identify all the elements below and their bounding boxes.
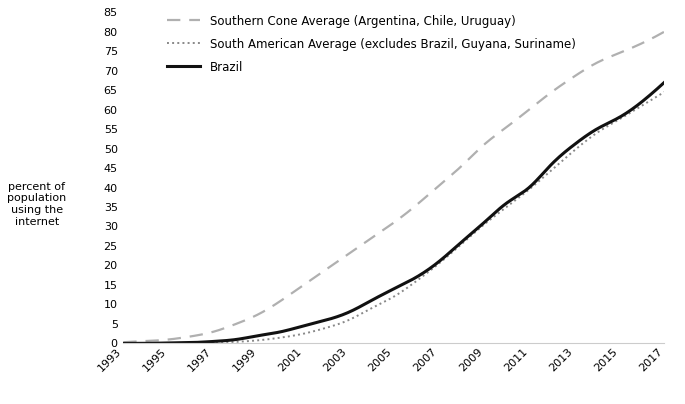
South American Average (excludes Brazil, Guyana, Suriname) bbox=[440, 257, 448, 262]
Southern Cone Average (Argentina, Chile, Uruguay) bbox=[119, 340, 127, 345]
Southern Cone Average (Argentina, Chile, Uruguay) bbox=[440, 179, 448, 184]
South American Average (excludes Brazil, Guyana, Suriname) bbox=[119, 341, 127, 346]
Brazil bbox=[610, 118, 618, 123]
South American Average (excludes Brazil, Guyana, Suriname) bbox=[451, 248, 459, 252]
Southern Cone Average (Argentina, Chile, Uruguay) bbox=[575, 71, 584, 76]
Southern Cone Average (Argentina, Chile, Uruguay) bbox=[451, 170, 459, 175]
Brazil bbox=[660, 80, 669, 85]
Brazil bbox=[119, 341, 127, 346]
Southern Cone Average (Argentina, Chile, Uruguay) bbox=[441, 178, 449, 183]
Brazil bbox=[440, 255, 448, 260]
Brazil bbox=[575, 138, 584, 143]
Line: Southern Cone Average (Argentina, Chile, Uruguay): Southern Cone Average (Argentina, Chile,… bbox=[123, 32, 664, 342]
Southern Cone Average (Argentina, Chile, Uruguay) bbox=[610, 53, 618, 58]
Southern Cone Average (Argentina, Chile, Uruguay) bbox=[660, 29, 669, 34]
Brazil bbox=[441, 254, 449, 259]
Southern Cone Average (Argentina, Chile, Uruguay) bbox=[121, 340, 129, 345]
South American Average (excludes Brazil, Guyana, Suriname) bbox=[441, 256, 449, 261]
Line: Brazil: Brazil bbox=[123, 82, 664, 343]
Legend: Southern Cone Average (Argentina, Chile, Uruguay), South American Average (exclu: Southern Cone Average (Argentina, Chile,… bbox=[167, 15, 575, 74]
South American Average (excludes Brazil, Guyana, Suriname) bbox=[660, 90, 669, 95]
South American Average (excludes Brazil, Guyana, Suriname) bbox=[121, 341, 129, 346]
South American Average (excludes Brazil, Guyana, Suriname) bbox=[610, 120, 618, 125]
Y-axis label: percent of
population
using the
internet: percent of population using the internet bbox=[7, 182, 66, 227]
Brazil bbox=[121, 341, 129, 346]
Line: South American Average (excludes Brazil, Guyana, Suriname): South American Average (excludes Brazil,… bbox=[123, 92, 664, 343]
South American Average (excludes Brazil, Guyana, Suriname) bbox=[575, 144, 584, 149]
Brazil bbox=[451, 246, 459, 250]
